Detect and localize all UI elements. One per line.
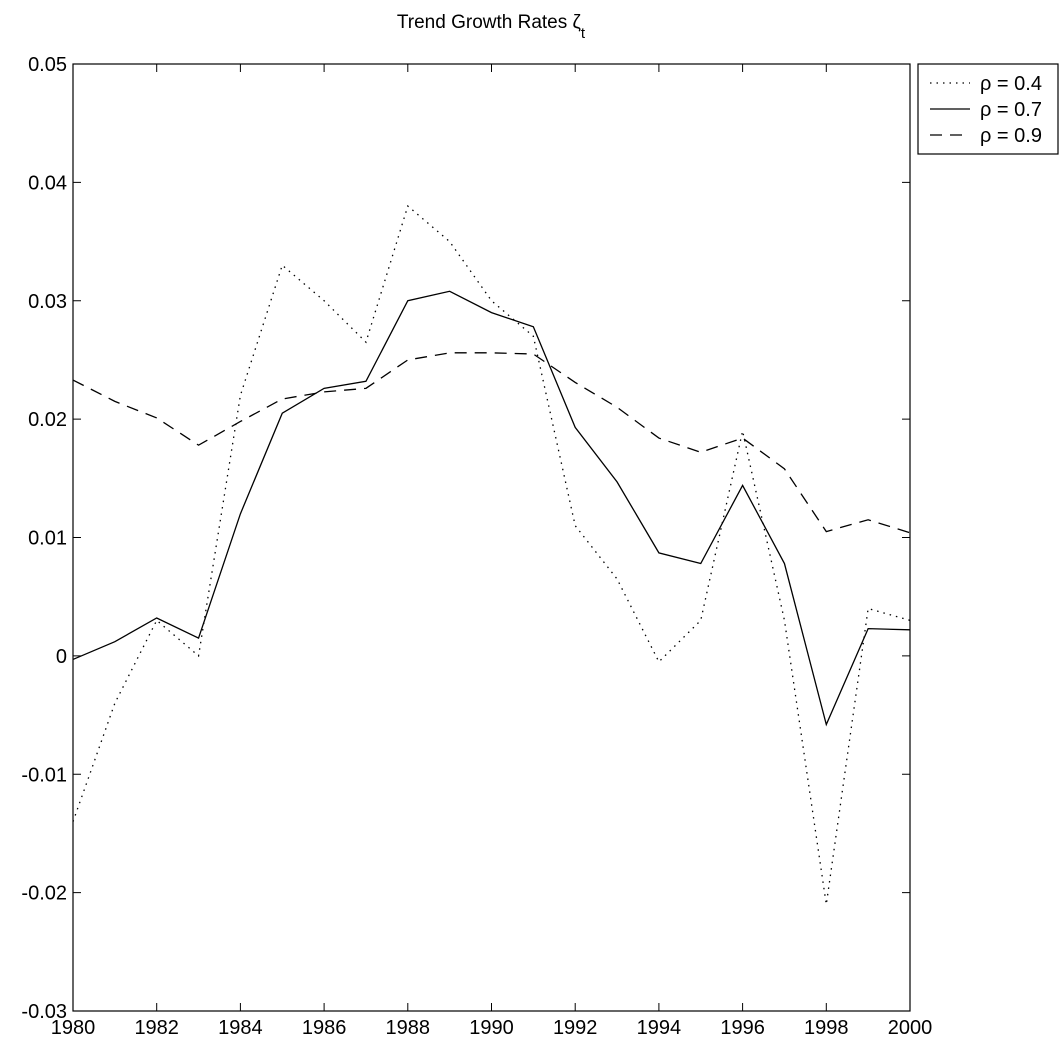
y-tick-label: 0.05 <box>28 54 67 76</box>
legend-label: ρ = 0.7 <box>980 99 1042 121</box>
x-tick-label: 1990 <box>469 1017 514 1039</box>
y-tick-label: 0.03 <box>28 291 67 313</box>
x-tick-label: 2000 <box>888 1017 933 1039</box>
x-tick-label: 1994 <box>637 1017 682 1039</box>
y-tick-label: 0.02 <box>28 409 67 431</box>
x-tick-label: 1996 <box>720 1017 765 1039</box>
title-subscript: t <box>581 25 586 42</box>
y-tick-label: 0.01 <box>28 528 67 550</box>
x-tick-label: 1998 <box>804 1017 849 1039</box>
legend-label: ρ = 0.4 <box>980 73 1042 95</box>
x-tick-label: 1982 <box>134 1017 179 1039</box>
y-tick-label: 0.04 <box>28 172 67 194</box>
y-tick-label: -0.02 <box>21 883 67 905</box>
chart-title: Trend Growth Rates ζt <box>397 12 586 42</box>
y-tick-label: -0.03 <box>21 1001 67 1023</box>
x-tick-label: 1988 <box>386 1017 431 1039</box>
title-main: Trend Growth Rates ζ <box>397 12 582 33</box>
x-tick-label: 1986 <box>302 1017 347 1039</box>
x-tick-label: 1980 <box>51 1017 96 1039</box>
x-tick-label: 1984 <box>218 1017 263 1039</box>
y-tick-label: -0.01 <box>21 764 67 786</box>
series-line <box>72 290 911 727</box>
x-tick-label: 1992 <box>553 1017 598 1039</box>
legend-label: ρ = 0.9 <box>980 125 1042 147</box>
y-tick-label: 0 <box>56 646 67 668</box>
